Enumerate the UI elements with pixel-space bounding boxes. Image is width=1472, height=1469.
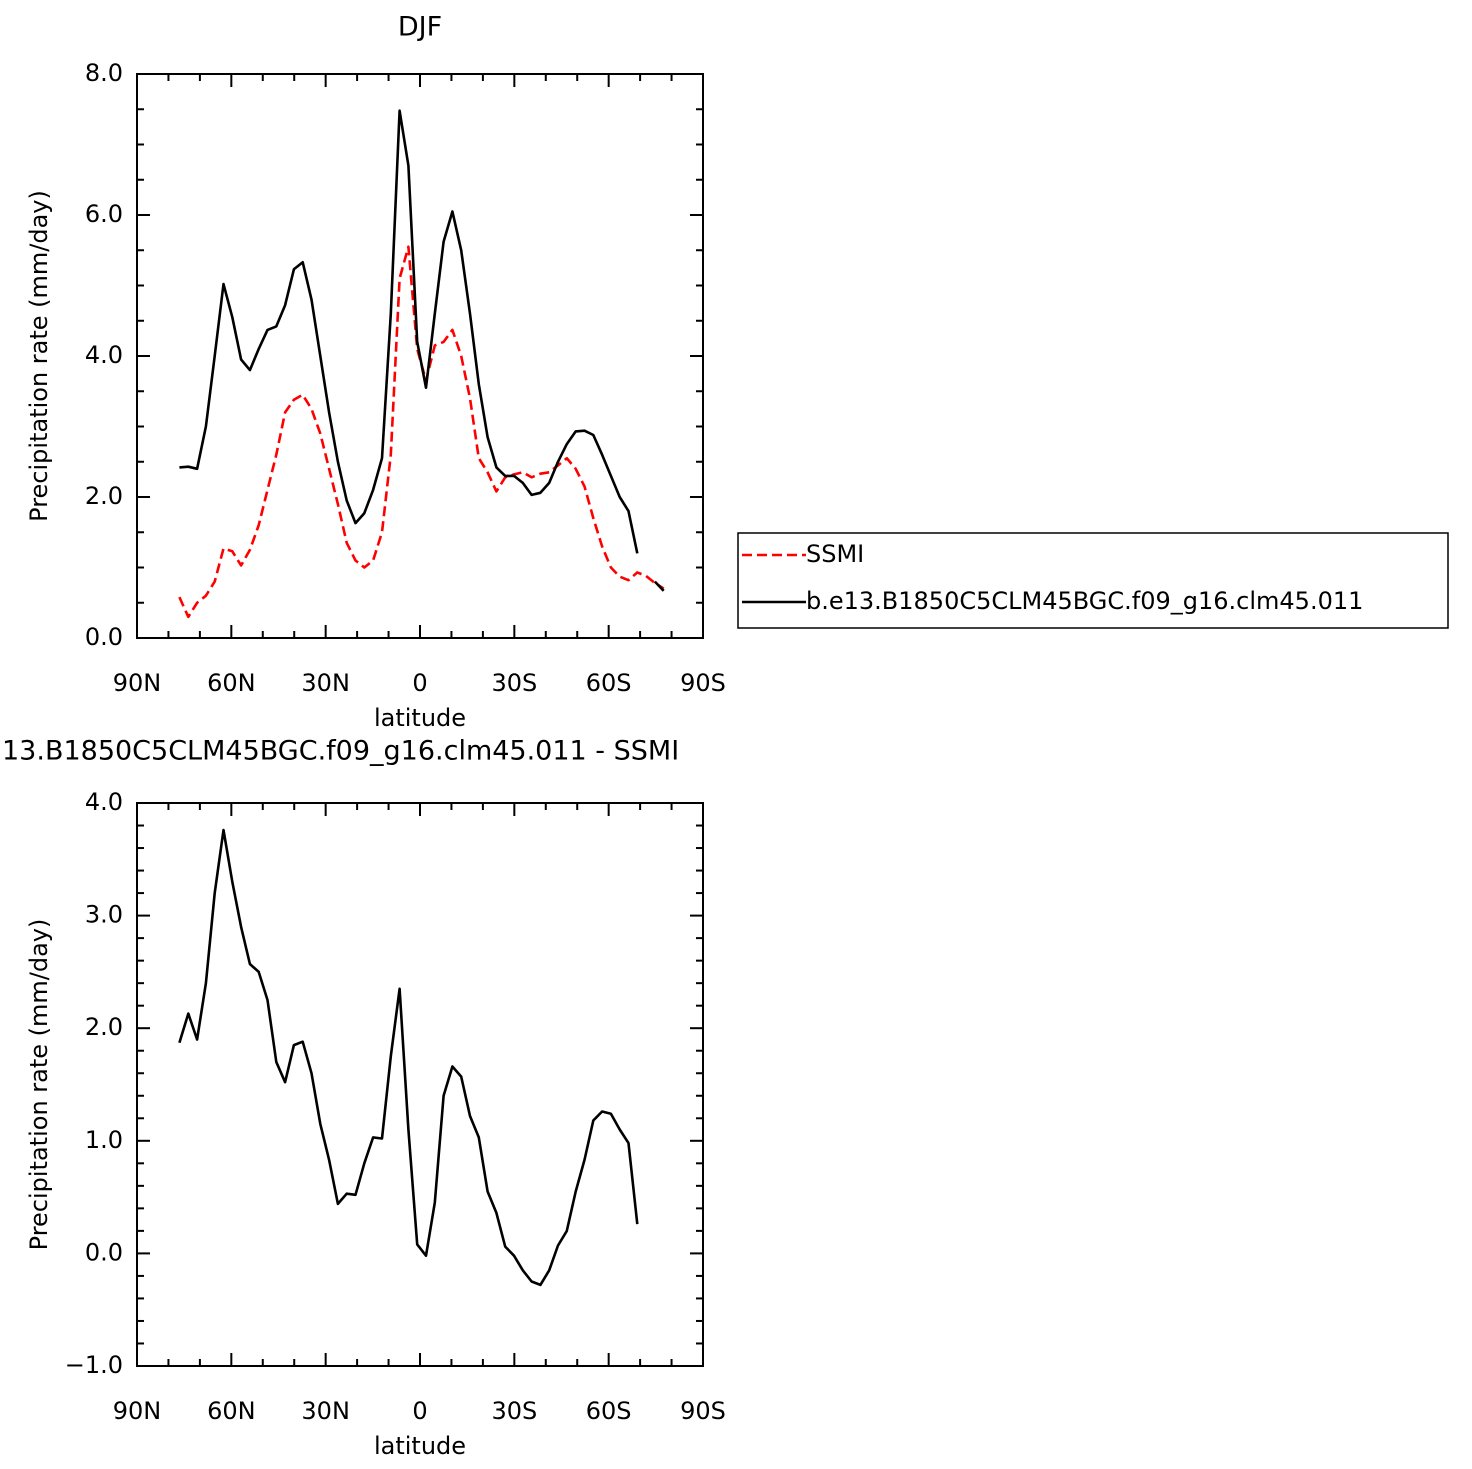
x-tick-label: 0 <box>412 669 427 697</box>
x-tick-label: 60S <box>586 1397 632 1425</box>
y-tick-label: 1.0 <box>85 1126 123 1154</box>
y-tick-label: 0.0 <box>85 623 123 651</box>
x-tick-label: 90N <box>113 1397 162 1425</box>
x-tick-label: 90S <box>680 669 726 697</box>
y-tick-label: −1.0 <box>65 1351 123 1379</box>
y-tick-label: 2.0 <box>85 482 123 510</box>
x-tick-label: 90S <box>680 1397 726 1425</box>
x-tick-label: 30N <box>301 1397 350 1425</box>
plot-title: DJF <box>398 12 442 43</box>
y-tick-label: 6.0 <box>85 200 123 228</box>
y-axis-label: Precipitation rate (mm/day) <box>25 190 53 522</box>
y-tick-label: 4.0 <box>85 788 123 816</box>
x-tick-label: 0 <box>412 1397 427 1425</box>
y-tick-label: 4.0 <box>85 341 123 369</box>
x-axis-label: latitude <box>374 1432 466 1460</box>
x-tick-label: 60S <box>586 669 632 697</box>
data-line <box>179 109 639 554</box>
plot-title: 13.B1850C5CLM45BGC.f09_g16.clm45.011 - S… <box>2 736 679 767</box>
data-line <box>178 245 665 619</box>
y-tick-label: 8.0 <box>85 59 123 87</box>
x-tick-label: 30S <box>491 669 537 697</box>
y-axis-label: Precipitation rate (mm/day) <box>25 919 53 1251</box>
x-tick-label: 60N <box>207 669 256 697</box>
data-line <box>653 580 665 592</box>
x-tick-label: 30N <box>301 669 350 697</box>
legend-label: SSMI <box>806 540 864 568</box>
x-tick-label: 90N <box>113 669 162 697</box>
x-tick-label: 60N <box>207 1397 256 1425</box>
y-tick-label: 3.0 <box>85 901 123 929</box>
plot-frame <box>136 802 704 1367</box>
y-tick-label: 2.0 <box>85 1013 123 1041</box>
legend-box <box>737 532 1449 629</box>
x-tick-label: 30S <box>491 1397 537 1425</box>
legend-label: b.e13.B1850C5CLM45BGC.f09_g16.clm45.011 <box>806 587 1363 615</box>
y-tick-label: 0.0 <box>85 1238 123 1266</box>
x-axis-label: latitude <box>374 704 466 732</box>
data-line <box>178 828 639 1287</box>
